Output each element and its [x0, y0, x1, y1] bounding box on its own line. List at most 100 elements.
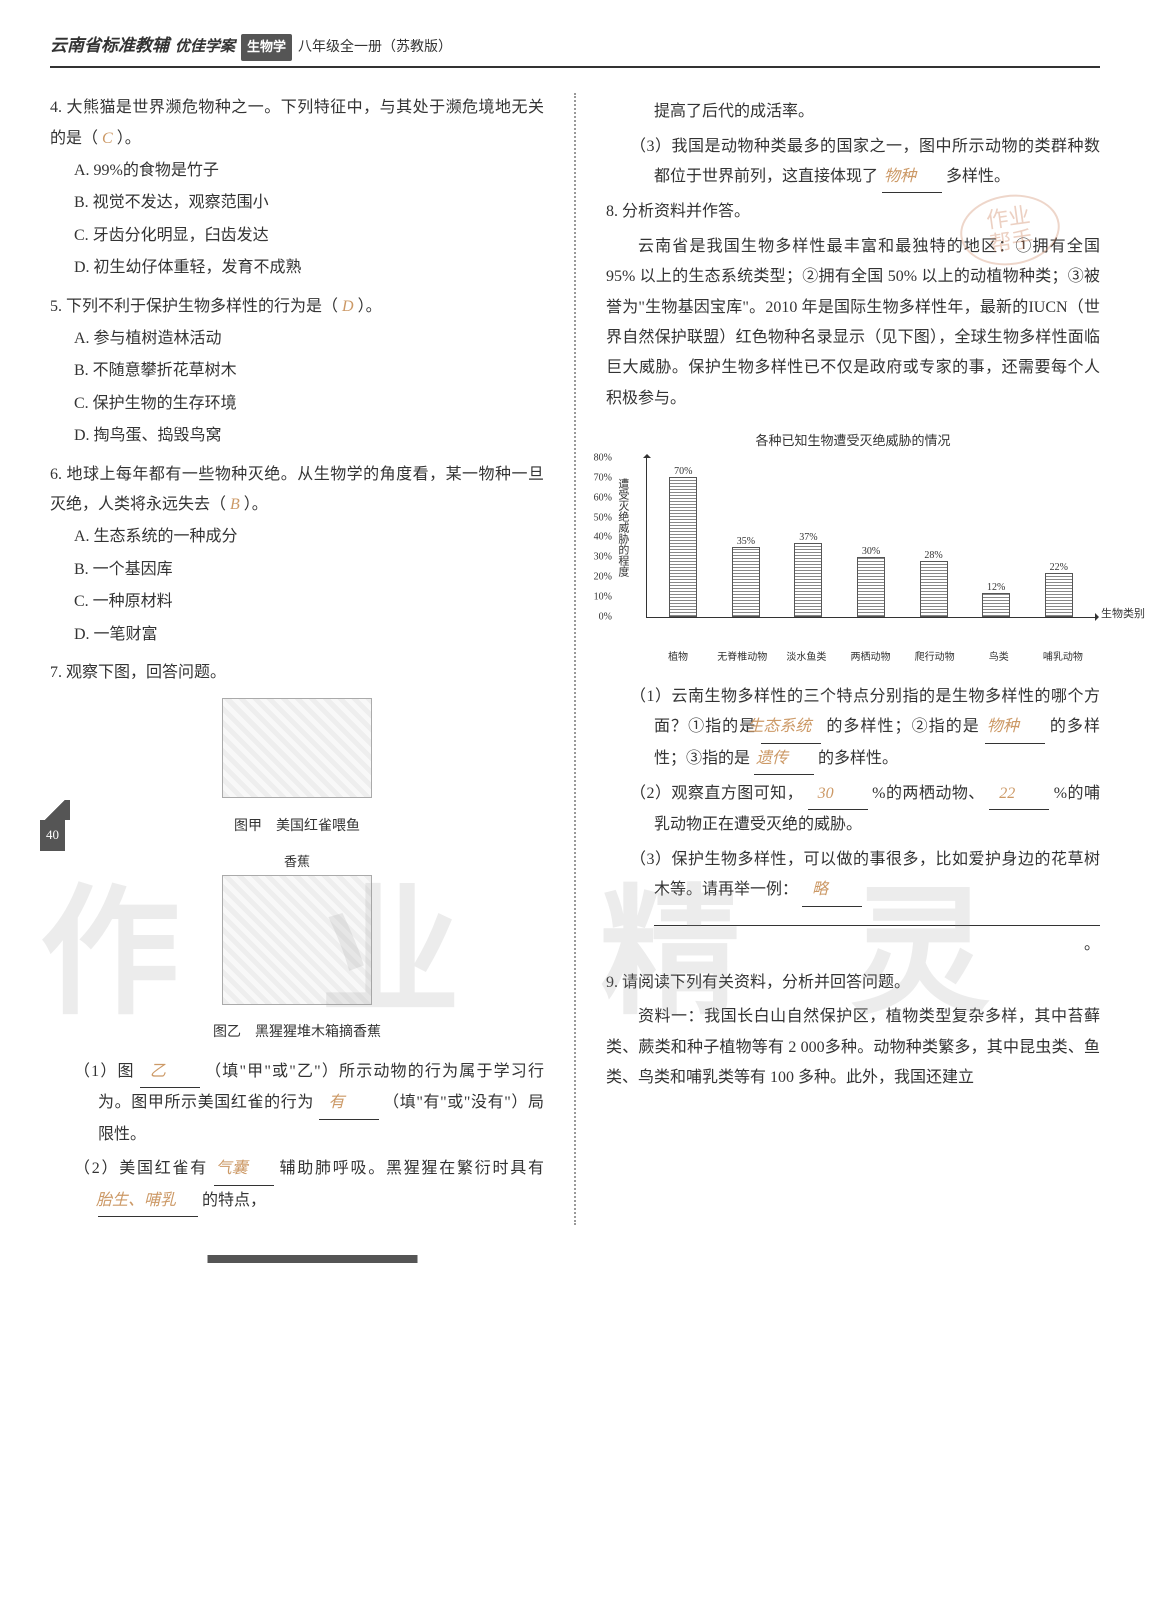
option-c: C. 保护生物的生存环境 [74, 389, 544, 419]
y-tick: 40% [594, 528, 612, 547]
continuation: 提高了后代的成活率。 [654, 97, 1100, 127]
fill-blank: 胎生、哺乳 [98, 1186, 198, 1217]
option-a: A. 99%的食物是竹子 [74, 156, 544, 186]
figure-1: 图甲 美国红雀喂鱼 [50, 698, 544, 840]
fill-blank: 物种 [882, 162, 942, 193]
x-label: 两栖动物 [838, 648, 902, 667]
x-labels: 植物无脊椎动物淡水鱼类两栖动物爬行动物鸟类哺乳动物 [646, 648, 1095, 667]
y-tick: 60% [594, 488, 612, 507]
option-d: D. 掏鸟蛋、捣毁鸟窝 [74, 421, 544, 451]
bar: 30% [857, 557, 885, 617]
fill-blank: 乙 [140, 1057, 200, 1088]
page-header: 云南省标准教辅 优佳学案 生物学 八年级全一册（苏教版） [50, 30, 1100, 68]
question-7: 7. 观察下图，回答问题。 图甲 美国红雀喂鱼 香蕉 图乙 黑猩猩堆木箱摘香蕉 … [50, 658, 544, 1217]
bar: 35% [732, 547, 760, 617]
sub-question-2: （2）美国红雀有 气囊 辅助肺呼吸。黑猩猩在繁衍时具有 胎生、哺乳 的特点， [74, 1154, 544, 1217]
bar-value-label: 70% [674, 462, 692, 481]
q8-sub2: （2）观察直方图可知， 30 %的两栖动物、 22 %的哺乳动物正在遭受灭绝的威… [630, 779, 1100, 841]
y-tick: 0% [599, 607, 612, 626]
chart-area: 遭受灭绝威胁的程度 80%70%60%50%40%30%20%10%0% 生物类… [646, 458, 1095, 618]
option-c: C. 一种原材料 [74, 587, 544, 617]
x-label: 哺乳动物 [1031, 648, 1095, 667]
header-grade: 八年级全一册（苏教版） [298, 35, 452, 62]
bar-value-label: 35% [737, 532, 755, 551]
question-6: 6. 地球上每年都有一些物种灭绝。从生物学的角度看，某一物种一旦灭绝，人类将永远… [50, 460, 544, 650]
bird-fish-image [222, 698, 372, 798]
x-label: 鸟类 [967, 648, 1031, 667]
option-c: C. 牙齿分化明显，臼齿发达 [74, 221, 544, 251]
option-d: D. 初生幼仔体重轻，发育不成熟 [74, 253, 544, 283]
bar: 70% [669, 477, 697, 617]
x-label: 淡水鱼类 [774, 648, 838, 667]
y-tick: 20% [594, 568, 612, 587]
fill-blank: 遗传 [754, 744, 814, 775]
header-subject: 生物学 [241, 34, 292, 61]
chart-title: 各种已知生物遭受灭绝威胁的情况 [611, 429, 1095, 454]
question-9: 9. 请阅读下列有关资料，分析并回答问题。 资料一：我国长白山自然保护区，植物类… [606, 968, 1100, 1094]
fill-blank: 生态系统 [761, 712, 821, 743]
figure-2: 香蕉 图乙 黑猩猩堆木箱摘香蕉 [50, 850, 544, 1047]
q8-sub3: （3）保护生物多样性，可以做的事很多，比如爱护身边的花草树木等。请再举一例： 略… [630, 845, 1100, 960]
chimp-box-image [222, 875, 372, 1005]
sub-question-3: （3）我国是动物种类最多的国家之一，图中所示动物的类群种数都位于世界前列，这直接… [630, 132, 1100, 194]
fill-blank: 物种 [985, 712, 1045, 743]
x-label: 植物 [646, 648, 710, 667]
y-tick: 70% [594, 468, 612, 487]
left-column: 4. 大熊猫是世界濒危物种之一。下列特征中，与其处于濒危境地无关的是（C）。 A… [50, 93, 544, 1225]
y-arrow-icon [643, 450, 651, 458]
bar-value-label: 37% [799, 528, 817, 547]
q8-passage: 云南省是我国生物多样性最丰富和最独特的地区：①拥有全国 95% 以上的生态系统类… [606, 232, 1100, 414]
option-a: A. 参与植树造林活动 [74, 324, 544, 354]
banana-label: 香蕉 [50, 850, 544, 875]
figure-caption: 图甲 美国红雀喂鱼 [50, 814, 544, 841]
q9-passage: 资料一：我国长白山自然保护区，植物类型复杂多样，其中苔藓类、蕨类和种子植物等有 … [606, 1002, 1100, 1093]
option-d: D. 一笔财富 [74, 620, 544, 650]
right-column: 提高了后代的成活率。 （3）我国是动物种类最多的国家之一，图中所示动物的类群种数… [606, 93, 1100, 1225]
option-a: A. 生态系统的一种成分 [74, 522, 544, 552]
bar-group: 30% [840, 557, 903, 617]
fill-blank: 略 [802, 875, 862, 906]
answer: C [98, 130, 117, 147]
y-tick: 80% [594, 448, 612, 467]
y-tick: 30% [594, 548, 612, 567]
bar-group: 70% [652, 477, 715, 617]
fill-blank: 30 [808, 779, 868, 810]
bar-group: 28% [902, 561, 965, 617]
column-divider [574, 93, 576, 1225]
bar-group: 22% [1027, 573, 1090, 617]
fill-blank: 气囊 [214, 1154, 274, 1185]
answer: D [338, 298, 358, 315]
bar-group: 12% [965, 593, 1028, 617]
fill-blank: 22 [989, 779, 1049, 810]
blank-line [654, 925, 1100, 926]
q8-sub1: （1）云南生物多样性的三个特点分别指的是生物多样性的哪个方面？①指的是 生态系统… [630, 682, 1100, 775]
page-number-tab: 40 [40, 820, 65, 851]
bar-chart: 各种已知生物遭受灭绝威胁的情况 遭受灭绝威胁的程度 80%70%60%50%40… [606, 424, 1100, 672]
bar-value-label: 30% [862, 542, 880, 561]
bar: 28% [920, 561, 948, 617]
y-tick: 50% [594, 508, 612, 527]
x-label: 爬行动物 [903, 648, 967, 667]
bar-value-label: 28% [924, 546, 942, 565]
bar: 12% [982, 593, 1010, 617]
figure-caption: 图乙 黑猩猩堆木箱摘香蕉 [50, 1020, 544, 1047]
bar-group: 35% [715, 547, 778, 617]
option-b: B. 视觉不发达，观察范围小 [74, 188, 544, 218]
y-tick: 10% [594, 588, 612, 607]
header-main: 云南省标准教辅 [50, 30, 169, 62]
question-5: 5. 下列不利于保护生物多样性的行为是（D）。 A. 参与植树造林活动 B. 不… [50, 292, 544, 452]
question-4: 4. 大熊猫是世界濒危物种之一。下列特征中，与其处于濒危境地无关的是（C）。 A… [50, 93, 544, 283]
bar: 37% [794, 543, 822, 617]
bar-value-label: 22% [1050, 558, 1068, 577]
option-b: B. 一个基因库 [74, 555, 544, 585]
fill-blank: 有 [319, 1088, 379, 1119]
x-label: 无脊椎动物 [710, 648, 774, 667]
sub-question-1: （1）图 乙 （填"甲"或"乙"）所示动物的行为属于学习行为。图甲所示美国红雀的… [74, 1057, 544, 1150]
option-b: B. 不随意攀折花草树木 [74, 356, 544, 386]
bar: 22% [1045, 573, 1073, 617]
bar-group: 37% [777, 543, 840, 617]
y-axis-label: 遭受灭绝威胁的程度 [612, 448, 633, 608]
question-8: 8. 分析资料并作答。 云南省是我国生物多样性最丰富和最独特的地区：①拥有全国 … [606, 197, 1100, 960]
bar-value-label: 12% [987, 578, 1005, 597]
answer: B [226, 496, 244, 513]
